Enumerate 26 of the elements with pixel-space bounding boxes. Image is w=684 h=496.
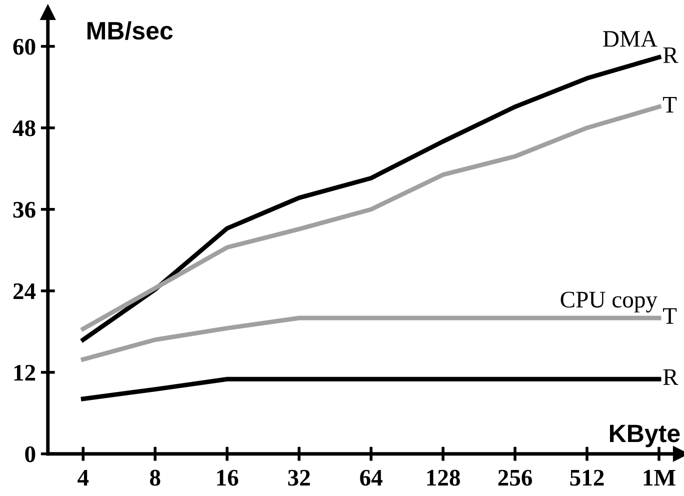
line-series: [80, 104, 662, 332]
y-tick-label: 36: [13, 202, 36, 218]
series-label: T: [663, 308, 677, 324]
line-series: [80, 316, 662, 362]
y-tick-label: 12: [14, 364, 36, 381]
annotation: DMA: [603, 31, 658, 47]
y-axis-title: MB/sec: [88, 21, 173, 40]
series-label: R: [663, 369, 678, 385]
x-tick-label: 256: [498, 470, 532, 486]
x-tick-label: 512: [570, 470, 604, 486]
x-tick-label: 16: [217, 470, 238, 486]
x-tick-label: 1M: [644, 470, 676, 486]
x-tick-label: 8: [150, 470, 160, 486]
y-tick-label: 60: [13, 38, 36, 55]
line-series: [80, 55, 662, 342]
series-label: T: [663, 97, 677, 112]
x-axis-title: KByte: [610, 424, 680, 448]
x-tick-label: 64: [360, 470, 382, 486]
annotation: CPU copy: [560, 292, 658, 312]
series-label: R: [663, 47, 678, 63]
x-tick-label: 128: [427, 470, 460, 486]
x-tick-label: 4: [78, 470, 89, 486]
y-tick-label: 0: [25, 446, 36, 462]
y-tick-label: 24: [13, 283, 36, 300]
x-tick-label: 32: [288, 470, 310, 486]
y-tick-label: 48: [12, 120, 36, 136]
